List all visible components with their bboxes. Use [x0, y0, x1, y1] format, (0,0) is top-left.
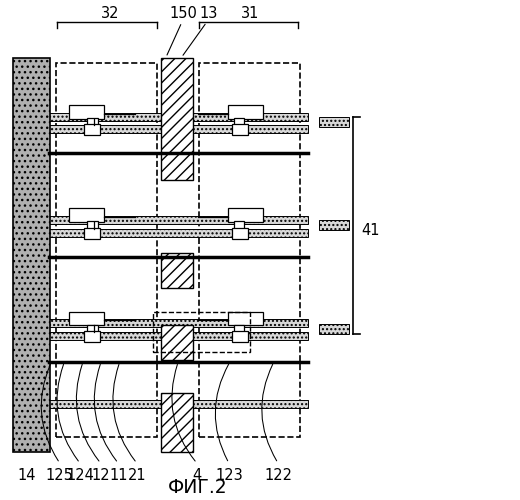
Text: 21: 21 — [127, 468, 146, 482]
Bar — [199, 63, 300, 437]
Bar — [232, 228, 248, 238]
Bar — [69, 208, 104, 222]
Text: ФИГ.2: ФИГ.2 — [168, 478, 228, 498]
Bar — [69, 312, 104, 326]
Bar — [49, 216, 308, 224]
Text: 14: 14 — [17, 468, 35, 482]
Text: 32: 32 — [101, 6, 119, 21]
Bar — [84, 228, 100, 238]
Bar — [84, 332, 100, 342]
Text: 123: 123 — [215, 468, 243, 482]
Bar — [228, 105, 263, 118]
Bar — [161, 58, 193, 180]
Bar — [69, 105, 104, 118]
Bar — [234, 118, 244, 126]
Text: 150: 150 — [170, 6, 198, 21]
Bar — [153, 312, 250, 352]
Bar — [161, 254, 193, 288]
Bar — [319, 117, 349, 127]
Bar — [161, 326, 193, 360]
Bar — [232, 124, 248, 136]
Bar — [234, 222, 244, 229]
Bar — [161, 393, 193, 452]
Text: 31: 31 — [240, 6, 259, 21]
Text: 125: 125 — [46, 468, 74, 482]
Bar — [49, 126, 308, 134]
Bar — [84, 124, 100, 136]
Bar — [13, 58, 50, 452]
Bar — [87, 325, 98, 332]
Text: 12: 12 — [92, 468, 110, 482]
Bar — [49, 400, 308, 407]
Text: 41: 41 — [361, 223, 380, 238]
Bar — [319, 324, 349, 334]
Bar — [87, 118, 98, 126]
Text: 11: 11 — [109, 468, 127, 482]
Bar — [87, 222, 98, 229]
Bar — [56, 63, 157, 437]
Bar — [232, 332, 248, 342]
Bar — [49, 320, 308, 328]
Bar — [234, 325, 244, 332]
Bar — [319, 220, 349, 230]
Text: 13: 13 — [199, 6, 217, 21]
Text: 124: 124 — [66, 468, 94, 482]
Text: 122: 122 — [264, 468, 292, 482]
Bar — [49, 112, 308, 120]
Bar — [49, 229, 308, 236]
Bar — [228, 312, 263, 326]
Text: 4: 4 — [192, 468, 202, 482]
Bar — [49, 332, 308, 340]
Bar — [228, 208, 263, 222]
